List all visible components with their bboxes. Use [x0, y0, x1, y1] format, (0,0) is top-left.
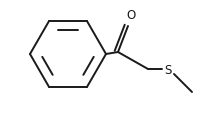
Text: O: O [126, 8, 136, 21]
Text: S: S [164, 63, 172, 76]
